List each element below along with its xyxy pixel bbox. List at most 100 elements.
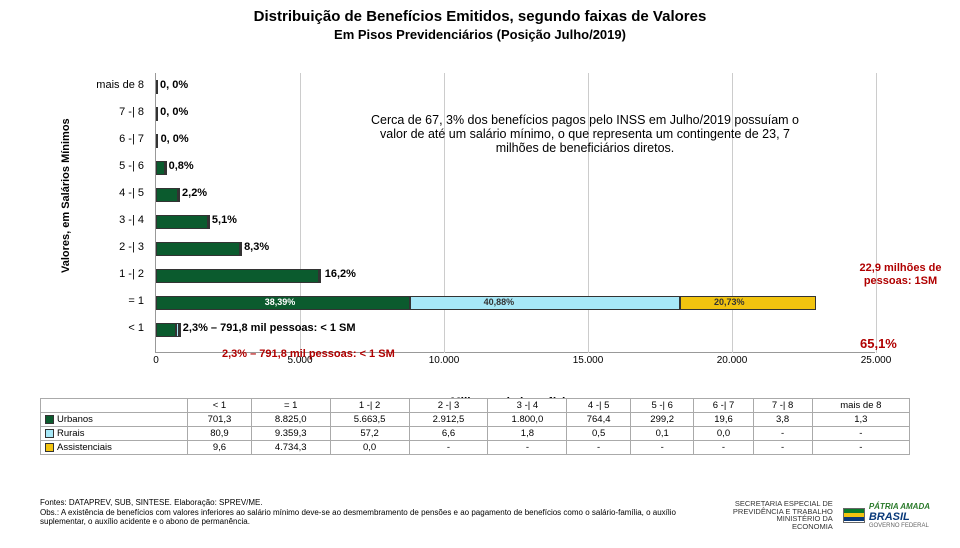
table-cell: - [753, 427, 812, 441]
table-cell: 57,2 [330, 427, 409, 441]
bar-row: 2,3% – 791,8 mil pessoas: < 1 SM [156, 320, 876, 340]
patria-text: PÁTRIA AMADA [869, 502, 930, 511]
table-cell: 3,8 [753, 413, 812, 427]
bar-value-label: 0, 0% [160, 79, 188, 91]
bar-value-label: 2,3% – 791,8 mil pessoas: < 1 SM [183, 322, 356, 334]
bar-row: 8,3% [156, 239, 876, 259]
table-cell: 2.912,5 [409, 413, 488, 427]
table-cell: 1,8 [488, 427, 567, 441]
annotation-text: Cerca de 67, 3% dos benefícios pagos pel… [370, 113, 800, 155]
bar-segment [410, 296, 680, 310]
flag-icon [843, 508, 865, 523]
bar-row: 2,2% [156, 185, 876, 205]
y-category: 7 -| 8 [40, 106, 150, 118]
table-cell: - [753, 441, 812, 455]
table-header: < 1 [188, 399, 252, 413]
table-header: 5 -| 6 [630, 399, 694, 413]
y-category: 3 -| 4 [40, 214, 150, 226]
bar-value-label: 0,8% [169, 160, 194, 172]
table-cell: 1.800,0 [488, 413, 567, 427]
table-cell: 0,0 [694, 427, 753, 441]
table-cell: 0,1 [630, 427, 694, 441]
below-1sm-label: 2,3% – 791,8 mil pessoas: < 1 SM [222, 348, 395, 360]
bar-segment [156, 242, 240, 256]
table-row-label: Rurais [41, 427, 188, 441]
table-cell: - [694, 441, 753, 455]
table-cell: 1,3 [812, 413, 909, 427]
x-tick: 20.000 [717, 355, 748, 366]
y-category: 1 -| 2 [40, 268, 150, 280]
bar-row: 0,8% [156, 158, 876, 178]
table-cell: 6,6 [409, 427, 488, 441]
bar-value-label: 5,1% [212, 214, 237, 226]
table-cell: 8.825,0 [251, 413, 330, 427]
x-tick: 15.000 [573, 355, 604, 366]
bar-row: 0, 0% [156, 77, 876, 97]
table-row-label: Urbanos [41, 413, 188, 427]
bar-segment [156, 80, 158, 94]
table-header: mais de 8 [812, 399, 909, 413]
bar-row: 16,2% [156, 266, 876, 286]
table-header: 3 -| 4 [488, 399, 567, 413]
chart-subtitle: Em Pisos Previdenciários (Posição Julho/… [0, 27, 960, 42]
stack-pct-label: 40,88% [484, 297, 515, 307]
bar-value-label: 8,3% [244, 241, 269, 253]
callout-22m: 22,9 milhões de pessoas: 1SM [848, 262, 953, 287]
ministry-logo-text: SECRETARIA ESPECIAL DEPREVIDÊNCIA E TRAB… [733, 500, 833, 530]
table-cell: 19,6 [694, 413, 753, 427]
y-category: 4 -| 5 [40, 187, 150, 199]
table-cell: - [812, 427, 909, 441]
table-cell: 0,5 [567, 427, 631, 441]
stack-pct-label: 38,39% [265, 297, 296, 307]
stack-pct-label: 20,73% [714, 297, 745, 307]
callout-65pct: 65,1% [860, 336, 897, 351]
bar-segment [156, 134, 158, 148]
table-header: 7 -| 8 [753, 399, 812, 413]
table-header: = 1 [251, 399, 330, 413]
bar-segment [156, 215, 208, 229]
footer-source: Fontes: DATAPREV, SUB, SINTESE. Elaboraç… [40, 498, 690, 507]
data-table: < 1= 11 -| 22 -| 33 -| 44 -| 55 -| 66 -|… [40, 398, 910, 455]
table-cell: 5.663,5 [330, 413, 409, 427]
bar-segment [179, 323, 181, 337]
y-category: mais de 8 [40, 79, 150, 91]
x-tick: 10.000 [429, 355, 460, 366]
bar-segment [165, 161, 167, 175]
y-category: 6 -| 7 [40, 133, 150, 145]
table-header: 2 -| 3 [409, 399, 488, 413]
table-cell: 9.359,3 [251, 427, 330, 441]
bar-segment [156, 107, 158, 121]
table-cell: 701,3 [188, 413, 252, 427]
table-cell: 299,2 [630, 413, 694, 427]
table-header: 4 -| 5 [567, 399, 631, 413]
table-cell: - [409, 441, 488, 455]
bar-segment [240, 242, 242, 256]
chart-title: Distribuição de Benefícios Emitidos, seg… [0, 8, 960, 25]
table-cell: - [488, 441, 567, 455]
bar-value-label: 0, 0% [160, 106, 188, 118]
bar-value-label: 2,2% [182, 187, 207, 199]
table-cell: - [812, 441, 909, 455]
bar-segment [680, 296, 816, 310]
x-tick: 25.000 [861, 355, 892, 366]
bar-segment [156, 323, 176, 337]
bar-value-label: 0, 0% [161, 133, 189, 145]
bar-segment [208, 215, 210, 229]
table-row-label: Assistenciais [41, 441, 188, 455]
x-tick: 0 [153, 355, 159, 366]
table-header: 6 -| 7 [694, 399, 753, 413]
table-cell: 0,0 [330, 441, 409, 455]
bar-segment [156, 269, 319, 283]
bar-segment [156, 188, 178, 202]
footer-notes: Fontes: DATAPREV, SUB, SINTESE. Elaboraç… [40, 498, 690, 526]
bar-value-label: 16,2% [325, 268, 356, 280]
y-category: 2 -| 3 [40, 241, 150, 253]
footer-obs: Obs.: A existência de benefícios com val… [40, 508, 690, 526]
table-cell: 9,6 [188, 441, 252, 455]
bar-segment [178, 188, 180, 202]
table-cell: 80,9 [188, 427, 252, 441]
gov-text: GOVERNO FEDERAL [869, 523, 930, 529]
bar-row: 5,1% [156, 212, 876, 232]
y-category: < 1 [40, 322, 150, 334]
table-header: 1 -| 2 [330, 399, 409, 413]
